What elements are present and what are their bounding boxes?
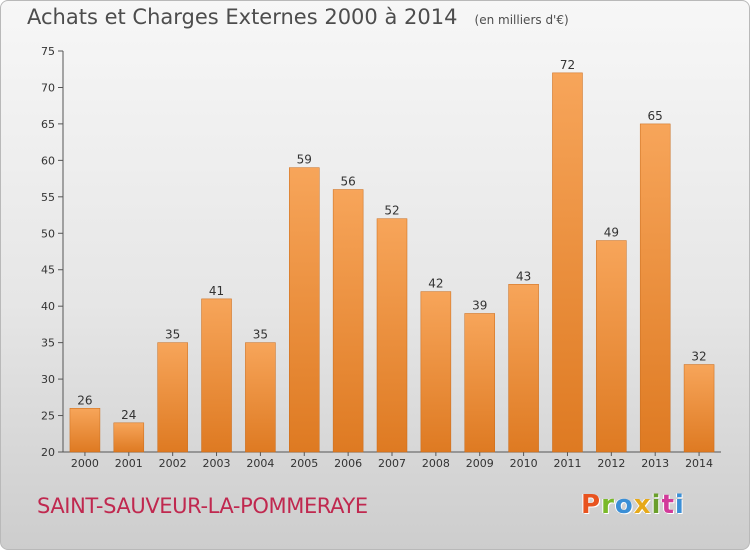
- logo-letter: P: [581, 490, 602, 520]
- x-tick-label: 2013: [641, 457, 669, 470]
- bar-2001: [113, 422, 145, 453]
- y-tick-label: 70: [41, 81, 55, 94]
- bar-2010: [508, 284, 539, 453]
- logo-letter: i: [674, 490, 685, 520]
- data-label-2002: 35: [165, 328, 180, 342]
- bar-2012: [596, 240, 627, 453]
- data-label-2012: 49: [604, 226, 619, 240]
- bar-2007: [376, 218, 408, 453]
- y-tick-label: 55: [41, 191, 55, 204]
- x-tick-label: 2005: [290, 457, 318, 470]
- y-tick-label: 40: [41, 300, 55, 313]
- logo-letter: i: [651, 490, 662, 520]
- logo-letter: o: [614, 490, 634, 520]
- y-tick-label: 45: [41, 264, 55, 277]
- data-label-2013: 65: [648, 109, 663, 123]
- data-label-2007: 52: [384, 204, 399, 218]
- data-labels: 26 24 35 41 35 59 56 52 42 39 43 72 49 65 32: [77, 58, 706, 422]
- y-tick-label: 60: [41, 154, 55, 167]
- bar-2000: [69, 408, 101, 453]
- data-label-2003: 41: [209, 284, 224, 298]
- bar-2013: [639, 123, 671, 453]
- bar-2004: [245, 342, 276, 453]
- bar-2003: [201, 298, 232, 453]
- bar-2011: [552, 72, 583, 453]
- axes: 20 25 30 35 40 45 50 55 60 65 70 75 2000 2001 2002 2003…: [41, 45, 721, 470]
- x-tick-label: 2007: [378, 457, 406, 470]
- x-tick-label: 2006: [334, 457, 362, 470]
- bar-2002: [157, 342, 188, 453]
- data-label-2005: 59: [297, 153, 312, 167]
- x-tick-label: 2003: [203, 457, 231, 470]
- logo-letter: t: [661, 490, 675, 520]
- commune-name: SAINT-SAUVEUR-LA-POMMERAYE: [37, 494, 368, 518]
- data-label-2008: 42: [428, 277, 443, 291]
- data-label-2004: 35: [253, 328, 268, 342]
- x-tick-label: 2014: [685, 457, 713, 470]
- y-tick-label: 50: [41, 227, 55, 240]
- bar-2009: [464, 313, 495, 453]
- data-label-2011: 72: [560, 58, 575, 72]
- data-label-2006: 56: [340, 175, 355, 189]
- chart-unit-note: (en milliers d'€): [474, 13, 569, 27]
- data-label-2014: 32: [691, 350, 706, 364]
- y-tick-label: 35: [41, 337, 55, 350]
- y-tick-label: 65: [41, 118, 55, 131]
- data-label-2000: 26: [77, 393, 92, 407]
- logo-letter: x: [633, 490, 652, 520]
- proxiti-logo: Proxiti: [581, 490, 685, 520]
- x-tick-label: 2011: [553, 457, 581, 470]
- bar-2006: [332, 189, 364, 453]
- data-label-2010: 43: [516, 269, 531, 283]
- bar-2008: [420, 291, 452, 453]
- x-tick-label: 2009: [466, 457, 494, 470]
- x-tick-label: 2004: [246, 457, 274, 470]
- x-tick-label: 2002: [159, 457, 187, 470]
- logo-letter: r: [601, 490, 615, 520]
- y-tick-label: 25: [41, 410, 55, 423]
- chart-title: Achats et Charges Externes 2000 à 2014: [27, 5, 458, 29]
- y-tick-label: 20: [41, 446, 55, 459]
- x-tick-label: 2000: [71, 457, 99, 470]
- bar-2005: [289, 167, 320, 453]
- title-row: Achats et Charges Externes 2000 à 2014 (…: [27, 5, 569, 29]
- data-label-2009: 39: [472, 298, 487, 312]
- x-tick-label: 2012: [597, 457, 625, 470]
- y-tick-label: 30: [41, 373, 55, 386]
- y-tick-label: 75: [41, 45, 55, 58]
- x-tick-label: 2010: [510, 457, 538, 470]
- bar-2014: [683, 364, 715, 453]
- x-tick-label: 2001: [115, 457, 143, 470]
- bars: [69, 72, 715, 453]
- data-label-2001: 24: [121, 408, 136, 422]
- x-tick-label: 2008: [422, 457, 450, 470]
